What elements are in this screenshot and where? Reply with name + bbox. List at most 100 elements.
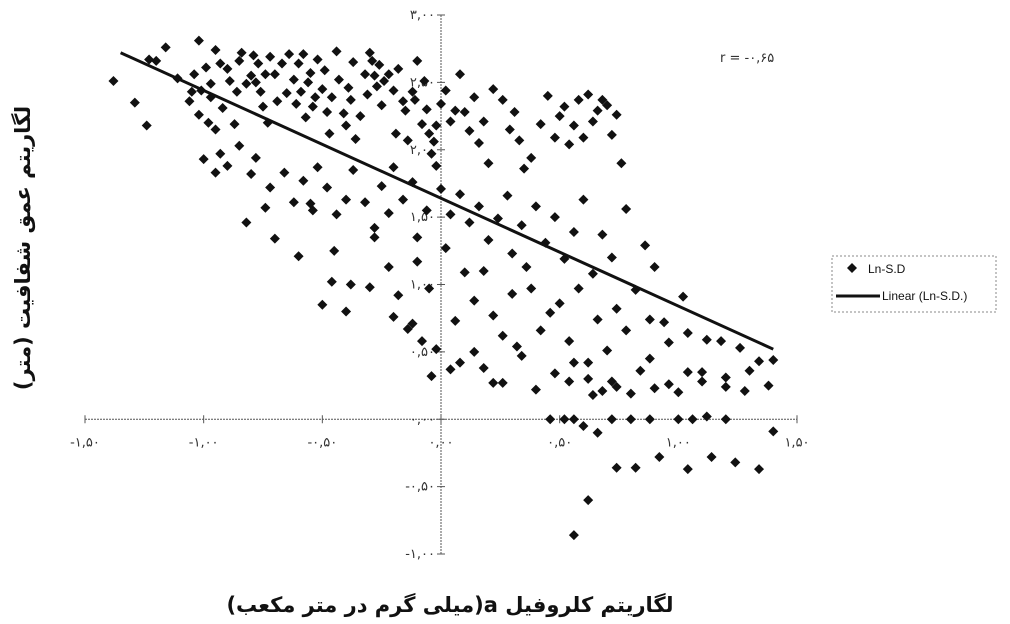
scatter-point: [720, 372, 731, 383]
scatter-point: [436, 183, 446, 194]
scatter-point: [454, 357, 465, 368]
scatter-point: [300, 112, 311, 123]
scatter-point: [654, 451, 665, 462]
scatter-point: [459, 267, 470, 278]
scatter-point: [250, 152, 261, 163]
x-tick-label: ۰,۰۰: [428, 435, 453, 450]
scatter-point: [473, 138, 484, 149]
scatter-point: [542, 90, 553, 101]
scatter-point: [564, 139, 575, 150]
scatter-point: [583, 495, 594, 506]
scatter-point: [621, 325, 632, 336]
scatter-point: [616, 158, 627, 169]
y-tick-label: ۰,۰۰: [410, 412, 435, 427]
scatter-point: [343, 82, 354, 93]
scatter-point: [602, 100, 613, 111]
scatter-point: [519, 163, 530, 174]
scatter-point: [701, 334, 712, 345]
scatter-point: [424, 128, 435, 139]
scatter-point: [568, 120, 579, 131]
scatter-point: [768, 426, 779, 437]
scatter-point: [597, 94, 608, 105]
scatter-point: [445, 116, 456, 127]
scatter-point: [573, 283, 584, 294]
scatter-point: [587, 116, 598, 127]
scatter-point: [554, 298, 565, 309]
scatter-point: [459, 107, 470, 118]
scatter-point: [305, 67, 316, 78]
y-axis-title: لگاریتم عمق شفافیت (متر): [10, 106, 35, 390]
scatter-point: [205, 78, 216, 89]
scatter-point: [564, 336, 575, 347]
scatter-point: [393, 63, 404, 74]
scatter-point: [348, 164, 359, 175]
legend-entry-scatter: Ln-S.D: [868, 262, 906, 276]
scatter-point: [549, 132, 560, 143]
scatter-point: [129, 97, 140, 108]
scatter-point: [326, 92, 337, 103]
scatter-point: [611, 303, 622, 314]
scatter-point: [151, 55, 162, 66]
scatter-point: [424, 283, 435, 294]
scatter-point: [269, 69, 280, 80]
scatter-point: [369, 222, 380, 233]
scatter-point: [426, 371, 437, 382]
scatter-point: [229, 119, 240, 130]
scatter-point: [530, 384, 541, 395]
scatter-point: [478, 116, 489, 127]
scatter-point: [376, 100, 387, 111]
scatter-point: [295, 86, 306, 97]
scatter-point: [417, 119, 428, 130]
scatter-point: [625, 388, 636, 399]
scatter-point: [739, 385, 750, 396]
scatter-point: [160, 42, 171, 53]
scatter-point: [253, 58, 264, 69]
legend-marker-diamond: [847, 263, 857, 273]
scatter-point: [687, 414, 698, 425]
scatter-point: [317, 84, 328, 95]
scatter-point: [409, 94, 420, 105]
scatter-point: [644, 414, 655, 425]
scatter-point: [241, 217, 252, 228]
scatter-point: [276, 58, 287, 69]
scatter-point: [678, 291, 689, 302]
x-tick-label: -۱,۵۰: [70, 435, 100, 450]
scatter-point: [108, 76, 119, 87]
scatter-point: [419, 76, 430, 87]
scatter-point: [184, 96, 195, 107]
scatter-point: [568, 226, 579, 237]
scatter-point: [568, 414, 579, 425]
scatter-point: [592, 314, 603, 325]
scatter-point: [611, 381, 622, 392]
scatter-point: [559, 253, 570, 264]
trend-line: [119, 51, 774, 351]
scatter-point: [198, 154, 209, 165]
scatter-point: [322, 182, 333, 193]
scatter-point: [450, 105, 461, 116]
scatter-point: [400, 105, 411, 116]
scatter-point: [587, 389, 598, 400]
scatter-point: [649, 261, 660, 272]
scatter-point: [545, 307, 556, 318]
scatter-point: [573, 94, 584, 105]
scatter-point: [329, 245, 340, 256]
scatter-point: [431, 344, 442, 355]
y-tick-label: ۳,۰۰: [410, 8, 435, 23]
scatter-point: [535, 119, 546, 130]
scatter-point: [488, 84, 499, 95]
x-ticks: -۱,۵۰ -۱,۰۰ -۰,۵۰ ۰,۰۰ ۰,۵۰ ۱,۰۰ ۱,۵۰: [70, 415, 810, 450]
scatter-point: [201, 62, 212, 73]
scatter-point: [549, 212, 560, 223]
scatter-point: [549, 368, 560, 379]
scatter-point: [246, 169, 257, 180]
scatter-point: [436, 98, 446, 109]
scatter-point: [606, 129, 617, 140]
scatter-point: [417, 336, 428, 347]
scatter-point: [735, 342, 746, 353]
scatter-point: [250, 77, 261, 88]
scatter-point: [281, 88, 292, 99]
scatter-point: [504, 124, 515, 135]
scatter-point: [516, 220, 527, 231]
x-tick-label: ۱,۵۰: [784, 435, 809, 450]
